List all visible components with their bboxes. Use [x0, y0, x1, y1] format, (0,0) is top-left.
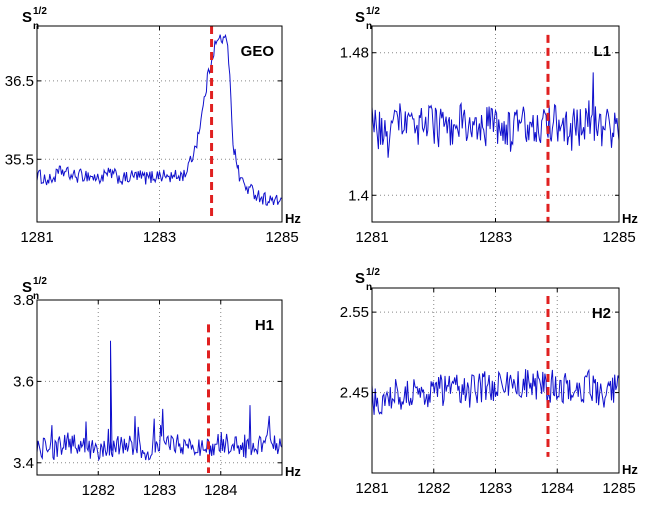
x-tick-label: 1282: [82, 482, 115, 499]
x-unit-label: Hz: [622, 211, 638, 226]
x-tick-label: 1285: [602, 480, 635, 497]
y-axis-label: S: [22, 279, 32, 296]
spectrum-line: [371, 72, 620, 158]
y-tick-label: 35.5: [5, 151, 34, 168]
panel-h1: 1282 1283 1284 3.4 3.6 3.8 Hz H1 S 1/2 n: [13, 276, 301, 499]
x-unit-label: Hz: [285, 211, 301, 226]
x-tick-label: 1282: [417, 480, 450, 497]
y-axis-label-sub: n: [366, 282, 372, 293]
y-axis-label: S: [22, 9, 32, 26]
y-tick-label: 3.8: [13, 292, 34, 309]
x-tick-label: 1283: [143, 229, 176, 246]
y-tick-label: 3.4: [13, 455, 34, 472]
x-unit-label: Hz: [622, 462, 638, 477]
x-tick-label: 1283: [143, 482, 176, 499]
x-tick-label: 1281: [355, 229, 388, 246]
y-tick-label: 1.4: [348, 187, 369, 204]
y-axis-label: S: [355, 9, 365, 26]
x-tick-label: 1284: [204, 482, 237, 499]
y-axis-label-sup: 1/2: [33, 6, 47, 17]
y-axis-label-sub: n: [33, 21, 39, 32]
y-tick-label: 1.48: [340, 45, 369, 62]
x-tick-label: 1281: [20, 229, 53, 246]
y-axis-label: S: [355, 270, 365, 287]
panel-l1: 1281 1283 1285 1.4 1.48 Hz L1 S 1/2 n: [340, 6, 639, 246]
x-tick-label: 1285: [602, 229, 635, 246]
x-unit-label: Hz: [285, 464, 301, 479]
y-axis-label-sup: 1/2: [366, 6, 380, 17]
y-axis-label-sup: 1/2: [366, 267, 380, 278]
detector-label: GEO: [241, 43, 275, 60]
detector-label: H2: [592, 305, 611, 322]
y-axis-label-sub: n: [33, 291, 39, 302]
detector-label: H1: [255, 317, 274, 334]
spectrum-line: [36, 340, 283, 462]
x-tick-label: 1285: [265, 229, 298, 246]
panel-h2: 1281 1282 1283 1284 1285 2.45 2.55 Hz H2 S 1/2 n: [340, 267, 639, 497]
y-axis-label-sub: n: [366, 21, 372, 32]
axes-frame: [371, 25, 620, 223]
x-tick-label: 1283: [479, 480, 512, 497]
panel-geo: 1281 1283 1285 35.5 36.5 Hz GEO S 1/2 n: [5, 6, 302, 246]
x-tick-label: 1284: [541, 480, 574, 497]
y-tick-label: 2.45: [340, 385, 369, 402]
y-tick-label: 36.5: [5, 73, 34, 90]
y-axis-label-sup: 1/2: [33, 276, 47, 287]
x-tick-label: 1283: [479, 229, 512, 246]
spectrum-line: [371, 368, 620, 415]
detector-label: L1: [593, 43, 611, 60]
x-tick-label: 1281: [355, 480, 388, 497]
y-tick-label: 2.55: [340, 304, 369, 321]
y-tick-label: 3.6: [13, 373, 34, 390]
spectrum-line: [36, 33, 283, 206]
